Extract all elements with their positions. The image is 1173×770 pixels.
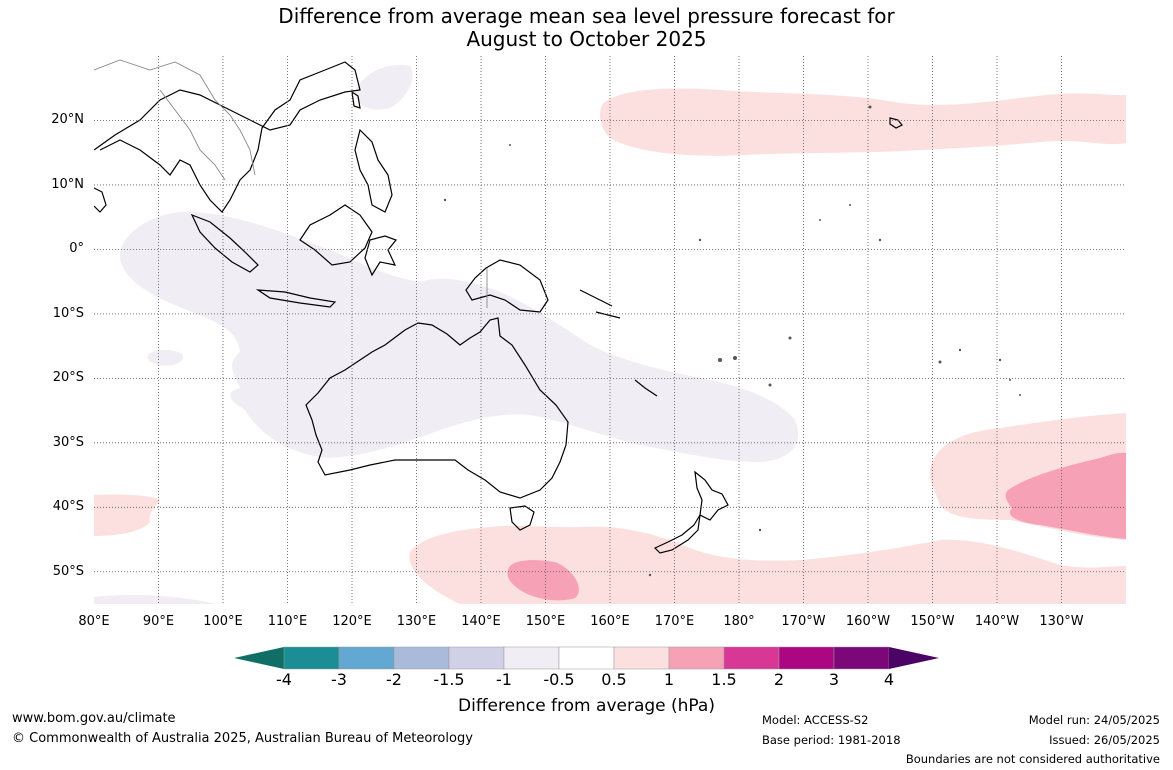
solomon-islands bbox=[579, 289, 621, 319]
lon-label: 110°E bbox=[267, 614, 308, 629]
weak-negative-patch-west bbox=[147, 349, 184, 366]
colorbar-cell bbox=[668, 646, 725, 670]
colorbar-cell bbox=[393, 646, 450, 670]
weak-negative-patch-south bbox=[94, 595, 215, 604]
chart-title-line-1: Difference from average mean sea level p… bbox=[278, 4, 895, 28]
colorbar-tick: 2 bbox=[773, 670, 785, 689]
lon-label: 80°E bbox=[78, 614, 110, 629]
colorbar-cell bbox=[778, 646, 835, 670]
new-zealand-north-island bbox=[694, 470, 729, 521]
base-period: Base period: 1981-2018 bbox=[762, 733, 901, 747]
weak-negative-region-south-china-sea bbox=[355, 65, 413, 110]
colorbar-tick: 3 bbox=[828, 670, 840, 689]
lon-label: 170°E bbox=[654, 614, 695, 629]
lon-label: 130°E bbox=[396, 614, 437, 629]
colorbar-cell bbox=[613, 646, 670, 670]
lat-label: 40°S bbox=[52, 499, 84, 514]
tasmania-coastline bbox=[509, 505, 535, 531]
sri-lanka-coastline bbox=[94, 187, 107, 213]
positive-region-southern-ocean bbox=[409, 525, 1126, 604]
lon-label: 140°E bbox=[461, 614, 501, 629]
lat-label: 30°S bbox=[52, 435, 84, 450]
colorbar-tick: -1.5 bbox=[433, 670, 465, 689]
colorbar-cell bbox=[723, 646, 780, 670]
lat-label: 10°S bbox=[52, 306, 84, 321]
southeast-asia-mainland bbox=[94, 61, 361, 213]
new-zealand-south-island bbox=[653, 514, 701, 554]
copyright-notice: © Commonwealth of Australia 2025, Austra… bbox=[12, 731, 473, 746]
taiwan-coastline bbox=[351, 90, 361, 109]
colorbar-cell bbox=[558, 646, 615, 670]
colorbar-tick: 4 bbox=[883, 670, 895, 689]
lon-label: 130°W bbox=[1039, 614, 1084, 629]
boundaries-disclaimer: Boundaries are not considered authoritat… bbox=[905, 752, 1160, 766]
lon-label: 100°E bbox=[203, 614, 243, 629]
lon-label: 170°W bbox=[781, 614, 826, 629]
colorbar-tick: -0.5 bbox=[543, 670, 575, 689]
coastlines bbox=[94, 61, 903, 554]
lon-label: 180° bbox=[723, 614, 755, 629]
website-link[interactable]: www.bom.gov.au/climate bbox=[12, 711, 176, 726]
moderate-positive-region-south-of-tasmania bbox=[507, 560, 579, 601]
weak-negative-region-indian-ocean-australia bbox=[119, 211, 799, 462]
lon-label: 150°W bbox=[910, 614, 955, 629]
colorbar-tick: 1.5 bbox=[711, 670, 737, 689]
lat-label: 50°S bbox=[52, 564, 84, 579]
new-guinea-coastline bbox=[465, 259, 549, 313]
lon-label: 160°W bbox=[845, 614, 891, 629]
colorbar-cell bbox=[283, 646, 340, 670]
lat-label: 0° bbox=[69, 241, 84, 256]
colorbar-cell bbox=[338, 646, 395, 670]
hawaii-coastline bbox=[889, 117, 903, 129]
sumatra-coastline bbox=[190, 213, 259, 273]
colorbar-cell bbox=[448, 646, 505, 670]
colorbar-arrow-high bbox=[889, 647, 939, 669]
lat-label: 20°N bbox=[51, 112, 84, 127]
colorbar-tick: -2 bbox=[386, 670, 402, 689]
colorbar-tick: -1 bbox=[496, 670, 512, 689]
colorbar-arrow-low bbox=[234, 647, 284, 669]
colorbar-tick: -4 bbox=[276, 670, 292, 689]
borneo-coastline bbox=[299, 204, 373, 266]
colorbar-tick: -3 bbox=[331, 670, 347, 689]
pacific-islands bbox=[443, 105, 1021, 577]
philippines-coastline bbox=[354, 128, 393, 213]
colorbar-label: Difference from average (hPa) bbox=[458, 696, 715, 716]
colorbar-cell bbox=[503, 646, 560, 670]
java-coastline bbox=[255, 289, 337, 308]
chart-title-line-2: August to October 2025 bbox=[466, 27, 707, 51]
lon-label: 150°E bbox=[525, 614, 566, 629]
lon-label: 160°E bbox=[590, 614, 630, 629]
positive-region-indian-ocean bbox=[94, 494, 160, 536]
moderate-positive-region-south-pacific bbox=[1005, 452, 1126, 539]
new-caledonia bbox=[634, 379, 658, 397]
lat-label: 20°S bbox=[52, 370, 84, 385]
lat-label: 10°N bbox=[51, 177, 84, 192]
lon-label: 90°E bbox=[142, 614, 175, 629]
model-name: Model: ACCESS-S2 bbox=[762, 713, 869, 727]
colorbar-tick: 0.5 bbox=[601, 670, 627, 689]
lon-label: 140°W bbox=[974, 614, 1020, 629]
colorbar-cell bbox=[833, 646, 890, 670]
sulawesi-coastline bbox=[364, 235, 397, 277]
graticule bbox=[94, 56, 1126, 604]
australia-coastline bbox=[305, 317, 569, 499]
model-run-date: Model run: 24/05/2025 bbox=[1028, 713, 1160, 727]
colorbar-tick: 1 bbox=[663, 670, 675, 689]
lon-label: 120°E bbox=[332, 614, 372, 629]
positive-region-north-pacific bbox=[600, 88, 1126, 156]
country-borders bbox=[94, 59, 488, 308]
issued-date: Issued: 26/05/2025 bbox=[1049, 733, 1160, 747]
